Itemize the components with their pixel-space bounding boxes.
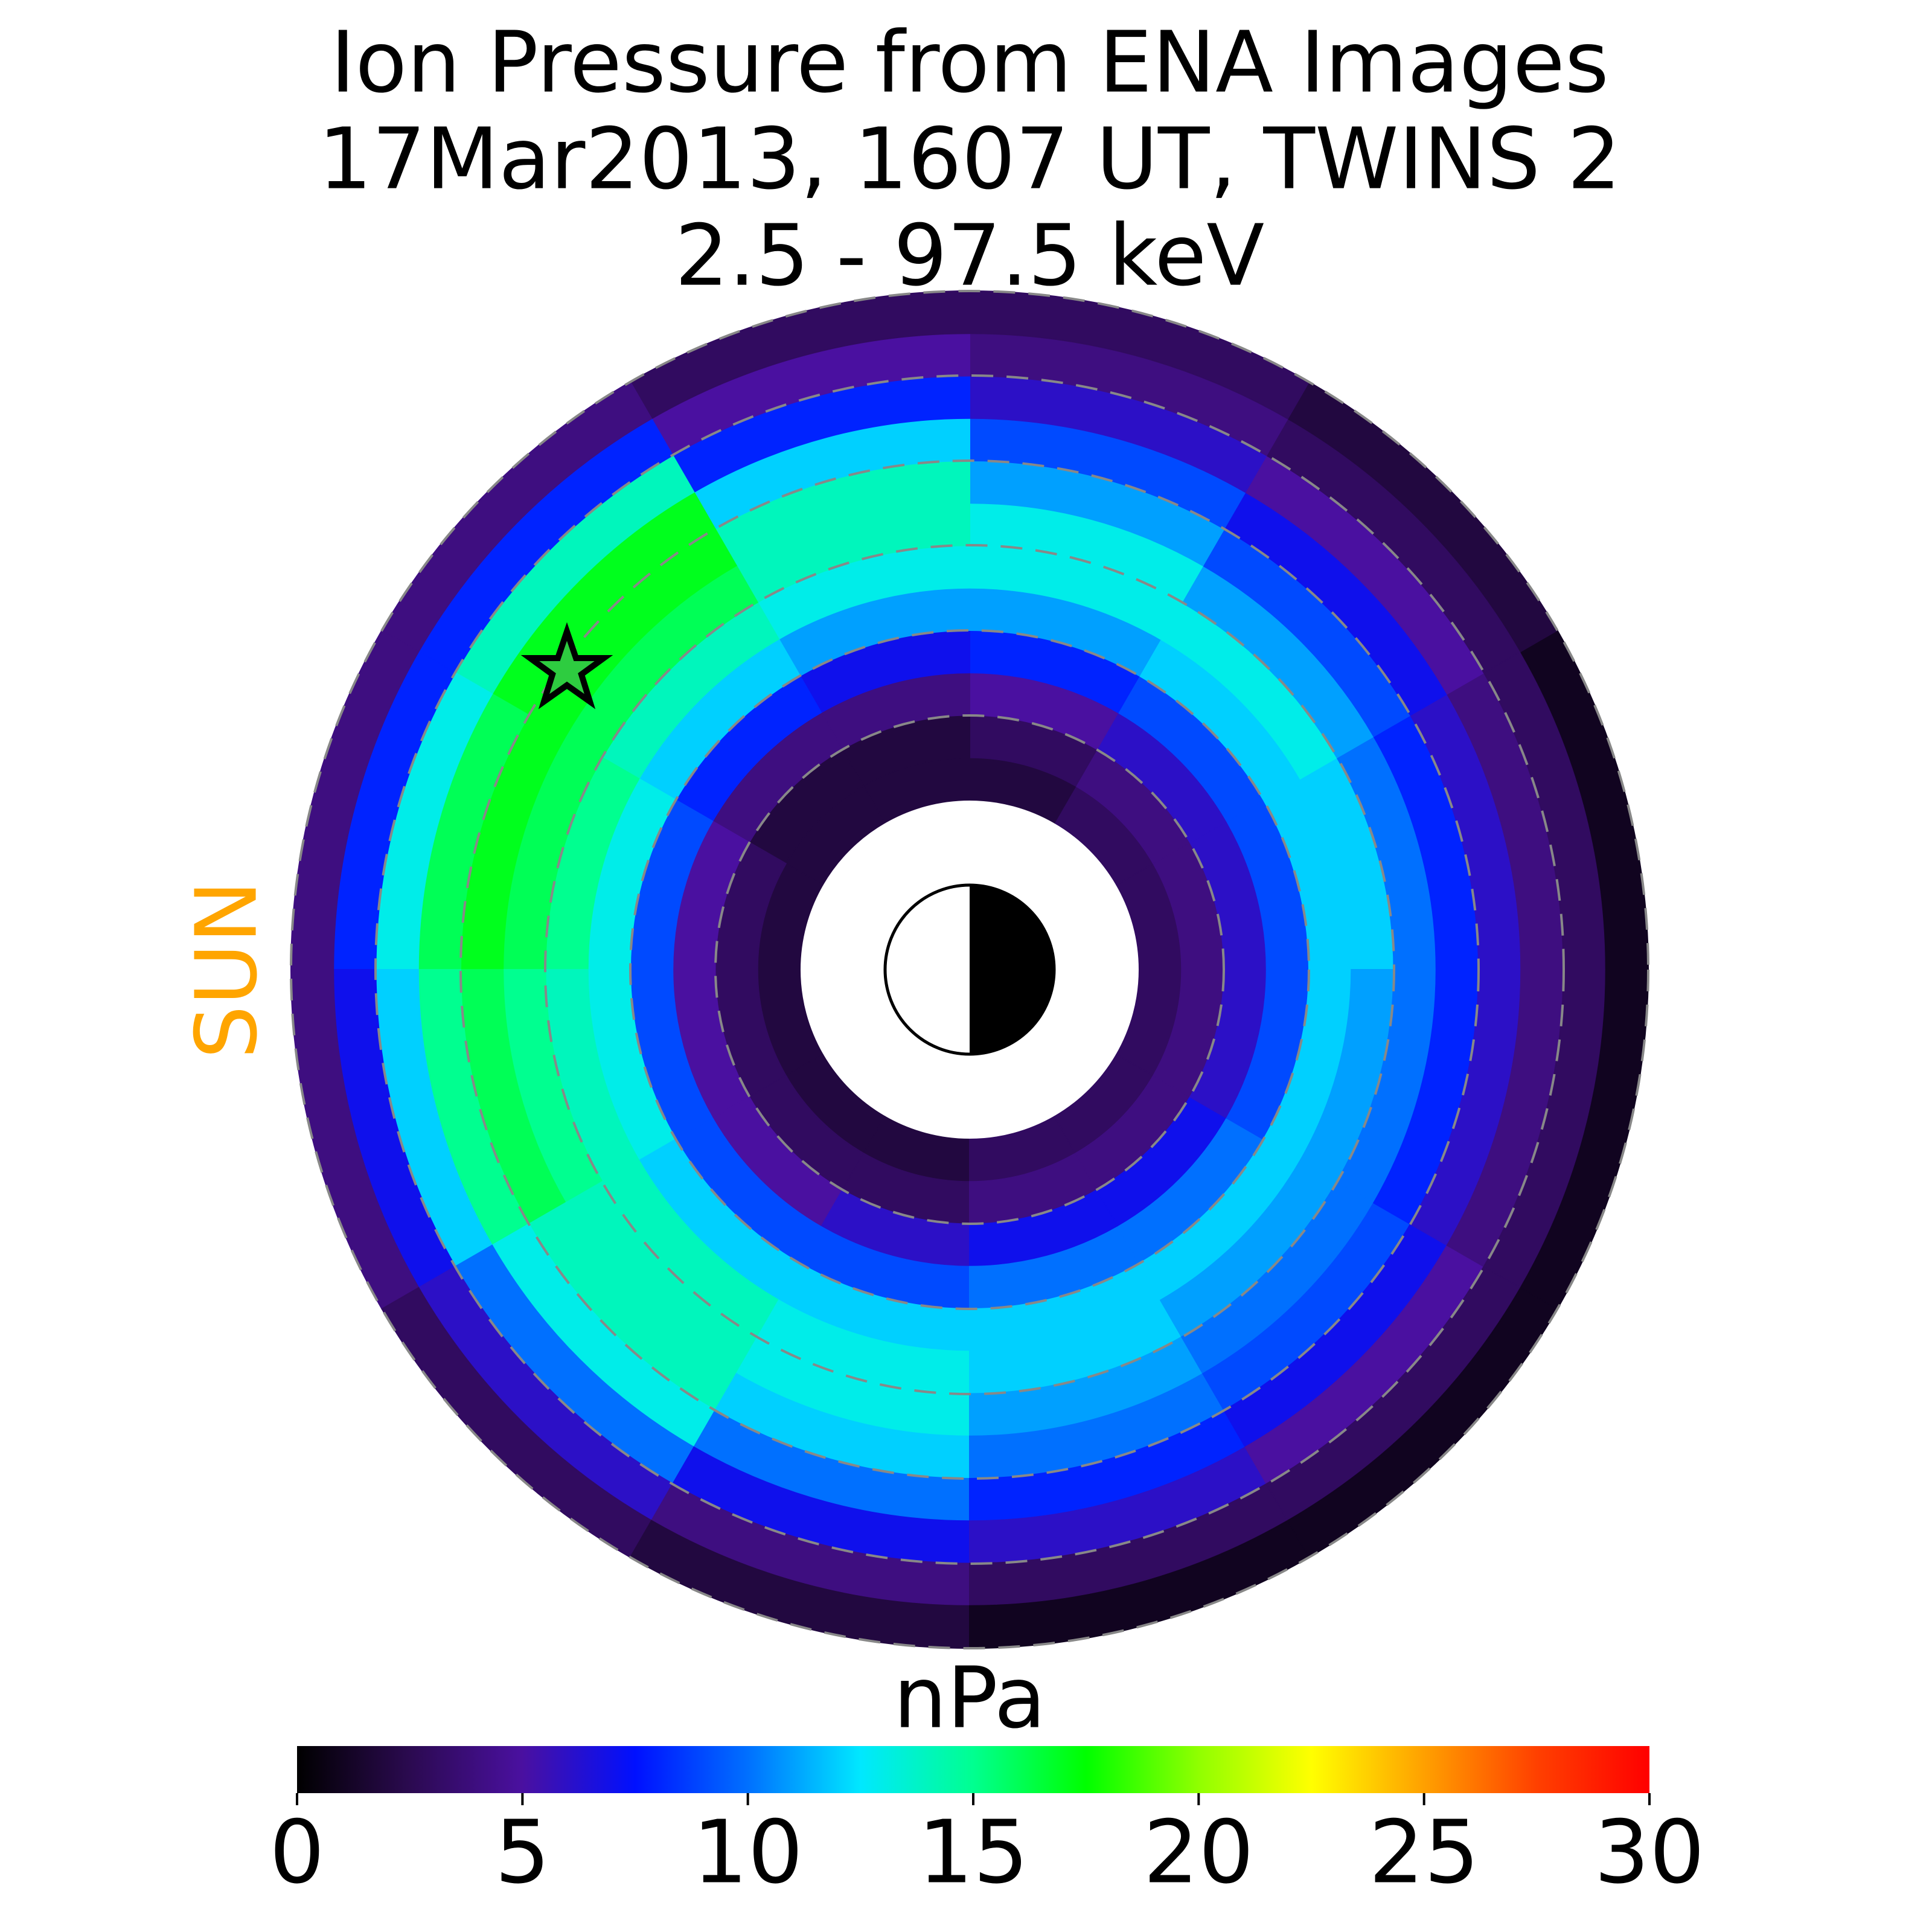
earth <box>883 883 1056 1056</box>
colorbar-ticks: 0 5 10 15 20 25 30 <box>269 1793 1705 1903</box>
colorbar-tick-label: 10 <box>693 1802 803 1903</box>
earth-night <box>970 885 1054 1054</box>
ring <box>714 714 1225 1225</box>
distance-rings <box>290 290 1649 1649</box>
colorbar-tick-label: 25 <box>1369 1802 1479 1903</box>
colorbar-tick-label: 0 <box>269 1802 325 1903</box>
colorbar-label: nPa <box>894 1649 1046 1748</box>
title-line: 2.5 - 97.5 keV <box>675 207 1264 305</box>
title-line: Ion Pressure from ENA Images <box>330 14 1609 112</box>
colorbar-tick-label: 15 <box>918 1802 1028 1903</box>
sun-label: SUN <box>178 880 277 1059</box>
colorbar-tick-label: 20 <box>1144 1802 1254 1903</box>
colorbar <box>297 1746 1649 1793</box>
colorbar-tick-label: 30 <box>1594 1802 1704 1903</box>
pressure-image <box>290 290 1649 1649</box>
ring <box>629 629 1310 1310</box>
star-marker <box>520 622 613 709</box>
ring <box>544 544 1395 1395</box>
ring <box>374 374 1565 1565</box>
title-line: 17Mar2013, 1607 UT, TWINS 2 <box>318 110 1621 209</box>
colorbar-tick-label: 5 <box>495 1802 551 1903</box>
ring <box>290 290 1649 1649</box>
ring <box>459 459 1480 1480</box>
